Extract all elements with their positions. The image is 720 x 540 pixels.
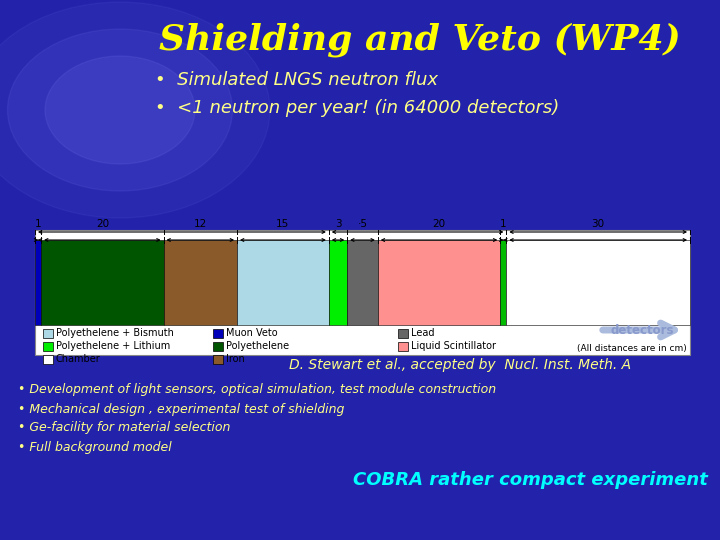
Text: COBRA rather compact experiment: COBRA rather compact experiment (353, 471, 708, 489)
Text: 1: 1 (35, 219, 41, 229)
Text: Shielding and Veto (WP4): Shielding and Veto (WP4) (159, 23, 681, 57)
Bar (41, 240, 163, 325)
Text: 20: 20 (96, 219, 109, 229)
Text: Lead: Lead (411, 328, 434, 338)
Text: Chamber: Chamber (56, 354, 101, 364)
Bar (43, 341, 53, 350)
Bar (213, 354, 223, 363)
Text: ·5: ·5 (358, 219, 367, 229)
Bar (398, 341, 408, 350)
Bar (506, 240, 690, 325)
Ellipse shape (45, 56, 195, 164)
Text: • Mechanical design , experimental test of shielding: • Mechanical design , experimental test … (18, 402, 344, 415)
Bar (163, 240, 237, 325)
Text: detectors: detectors (611, 323, 674, 336)
Text: • Ge-facility for material selection: • Ge-facility for material selection (18, 422, 230, 435)
Text: Iron: Iron (226, 354, 245, 364)
Text: D. Stewart et al., accepted by  Nucl. Inst. Meth. A: D. Stewart et al., accepted by Nucl. Ins… (289, 358, 631, 372)
Ellipse shape (7, 29, 233, 191)
Bar (237, 240, 329, 325)
Text: 1: 1 (500, 219, 507, 229)
Text: Polyethelene + Bismuth: Polyethelene + Bismuth (56, 328, 174, 338)
Text: Polyethelene + Lithium: Polyethelene + Lithium (56, 341, 170, 351)
Text: •  Simulated LNGS neutron flux: • Simulated LNGS neutron flux (155, 71, 438, 89)
Bar (500, 240, 506, 325)
Text: 3: 3 (335, 219, 341, 229)
Text: • Development of light sensors, optical simulation, test module construction: • Development of light sensors, optical … (18, 383, 496, 396)
Text: • Full background model: • Full background model (18, 441, 172, 454)
Bar (35, 240, 41, 325)
Text: 15: 15 (276, 219, 289, 229)
Bar (213, 328, 223, 338)
Text: Muon Veto: Muon Veto (226, 328, 278, 338)
Bar (43, 354, 53, 363)
Bar (347, 240, 378, 325)
Text: Liquid Scintillator: Liquid Scintillator (411, 341, 496, 351)
Bar (35, 230, 690, 355)
Text: (All distances are in cm): (All distances are in cm) (577, 344, 687, 353)
Bar (398, 328, 408, 338)
Bar (43, 328, 53, 338)
Bar (213, 341, 223, 350)
Text: Polyethelene: Polyethelene (226, 341, 289, 351)
Text: •  <1 neutron per year! (in 64000 detectors): • <1 neutron per year! (in 64000 detecto… (155, 99, 559, 117)
Text: 12: 12 (194, 219, 207, 229)
Bar (378, 240, 500, 325)
Text: 20: 20 (433, 219, 446, 229)
Bar (329, 240, 347, 325)
Ellipse shape (0, 2, 270, 218)
Text: 30: 30 (592, 219, 605, 229)
